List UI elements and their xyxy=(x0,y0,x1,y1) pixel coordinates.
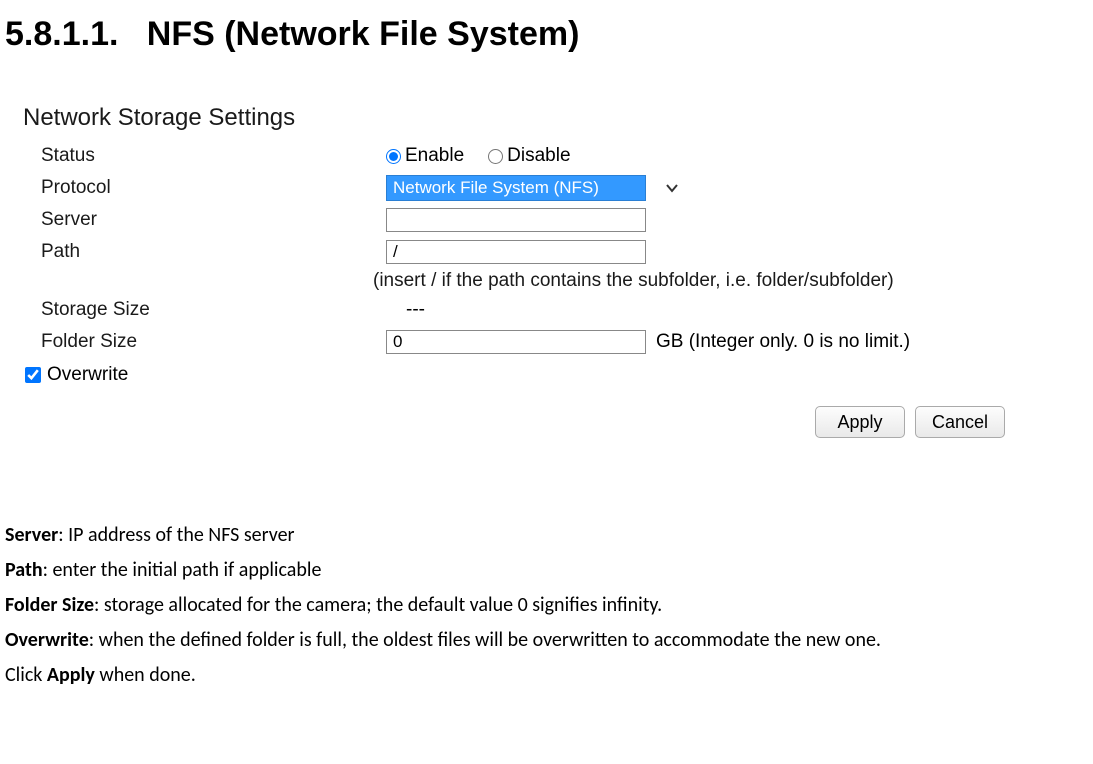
desc-server-label: Server xyxy=(5,523,58,547)
heading-title: NFS (Network File System) xyxy=(147,15,580,53)
desc-server: Server: IP address of the NFS server xyxy=(5,518,1088,553)
row-folder-size: Folder Size GB (Integer only. 0 is no li… xyxy=(41,326,1088,358)
desc-server-text: : IP address of the NFS server xyxy=(58,523,294,547)
row-server: Server xyxy=(41,204,1088,236)
page-heading: 5.8.1.1. NFS (Network File System) xyxy=(5,15,1088,54)
server-input[interactable] xyxy=(386,208,646,232)
desc-overwrite-text: : when the defined folder is full, the o… xyxy=(89,628,881,652)
protocol-select[interactable]: Network File System (NFS) xyxy=(386,175,646,201)
apply-button[interactable]: Apply xyxy=(815,406,905,438)
folder-size-value: GB (Integer only. 0 is no limit.) xyxy=(386,330,910,354)
desc-path: Path: enter the initial path if applicab… xyxy=(5,553,1088,588)
row-status: Status Enable Disable xyxy=(41,140,1088,172)
desc-overwrite: Overwrite: when the defined folder is fu… xyxy=(5,623,1088,658)
storage-size-value: --- xyxy=(386,299,425,321)
label-folder-size: Folder Size xyxy=(41,331,386,353)
overwrite-checkbox[interactable] xyxy=(25,367,41,383)
protocol-selected-text: Network File System (NFS) xyxy=(393,178,599,198)
heading-number: 5.8.1.1. xyxy=(5,15,118,53)
desc-final-post: when done. xyxy=(95,663,196,687)
chevron-down-icon[interactable] xyxy=(662,177,682,199)
desc-foldersize: Folder Size: storage allocated for the c… xyxy=(5,588,1088,623)
label-server: Server xyxy=(41,209,386,231)
folder-size-suffix: GB (Integer only. 0 is no limit.) xyxy=(656,331,910,353)
desc-foldersize-label: Folder Size xyxy=(5,593,94,617)
radio-enable-label: Enable xyxy=(405,145,464,167)
desc-final-pre: Click xyxy=(5,663,47,687)
row-overwrite: Overwrite xyxy=(25,364,1088,386)
label-protocol: Protocol xyxy=(41,177,386,199)
row-path: Path xyxy=(41,236,1088,268)
folder-size-input[interactable] xyxy=(386,330,646,354)
radio-disable[interactable] xyxy=(488,149,503,164)
label-path: Path xyxy=(41,241,386,263)
radio-disable-label: Disable xyxy=(507,145,570,167)
desc-foldersize-text: : storage allocated for the camera; the … xyxy=(94,593,662,617)
radio-enable[interactable] xyxy=(386,149,401,164)
radio-enable-wrapper[interactable]: Enable xyxy=(386,145,464,167)
desc-final-bold: Apply xyxy=(47,663,95,687)
row-protocol: Protocol Network File System (NFS) xyxy=(41,172,1088,204)
label-storage-size: Storage Size xyxy=(41,299,386,321)
section-title: Network Storage Settings xyxy=(23,104,1088,132)
desc-overwrite-label: Overwrite xyxy=(5,628,89,652)
desc-final: Click Apply when done. xyxy=(5,658,1088,693)
path-input[interactable] xyxy=(386,240,646,264)
status-radio-group: Enable Disable xyxy=(386,145,589,167)
protocol-value: Network File System (NFS) xyxy=(386,175,682,201)
cancel-button[interactable]: Cancel xyxy=(915,406,1005,438)
button-row: Apply Cancel xyxy=(815,406,1088,438)
description-block: Server: IP address of the NFS server Pat… xyxy=(5,518,1088,693)
row-storage-size: Storage Size --- xyxy=(41,294,1088,326)
path-value xyxy=(386,240,646,264)
radio-disable-wrapper[interactable]: Disable xyxy=(488,145,570,167)
storage-size-text: --- xyxy=(406,299,425,321)
label-status: Status xyxy=(41,145,386,167)
label-overwrite: Overwrite xyxy=(47,364,128,386)
server-value xyxy=(386,208,646,232)
desc-path-text: : enter the initial path if applicable xyxy=(43,558,322,582)
desc-path-label: Path xyxy=(5,558,43,582)
path-hint: (insert / if the path contains the subfo… xyxy=(373,270,1088,292)
